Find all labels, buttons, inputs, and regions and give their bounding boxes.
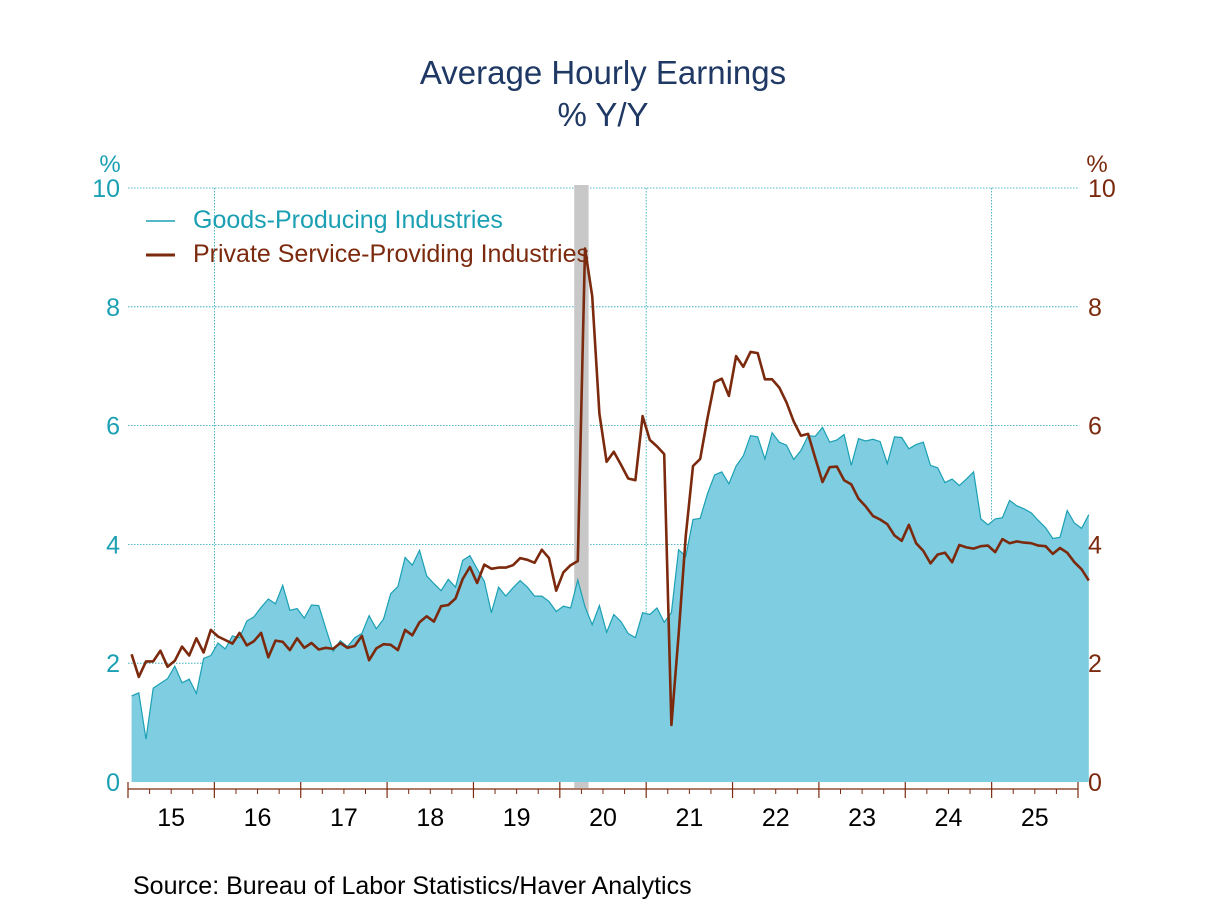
x-tick-label: 16	[244, 804, 272, 832]
left-tick-label: 2	[106, 650, 120, 678]
service-providing-line	[130, 247, 1090, 727]
left-tick-label: 8	[106, 294, 120, 322]
x-tick-label: 23	[848, 804, 876, 832]
goods-producing-area	[131, 427, 1089, 782]
x-tick-label: 18	[416, 804, 444, 832]
x-tick-label: 15	[157, 804, 185, 832]
left-tick-label: 4	[106, 531, 120, 559]
source-note: Source: Bureau of Labor Statistics/Haver…	[133, 872, 692, 900]
right-axis-unit-label: %	[1086, 151, 1107, 178]
x-tick-label: 21	[675, 804, 703, 832]
left-tick-label: 10	[92, 175, 120, 203]
x-tick-label: 24	[935, 804, 963, 832]
chart-subtitle: % Y/Y	[557, 96, 648, 133]
legend-label-goods: Goods-Producing Industries	[193, 206, 503, 234]
right-tick-label: 8	[1088, 294, 1102, 322]
left-tick-label: 6	[106, 413, 120, 441]
left-tick-label: 0	[106, 769, 120, 797]
right-tick-label: 0	[1088, 769, 1102, 797]
left-axis-unit-label: %	[99, 151, 120, 178]
x-tick-label: 19	[503, 804, 531, 832]
legend-label-services: Private Service-Providing Industries	[193, 240, 589, 268]
chart-title: Average Hourly Earnings	[420, 54, 786, 91]
x-tick-label: 22	[762, 804, 790, 832]
right-tick-label: 6	[1088, 413, 1102, 441]
goods-producing-line	[131, 426, 1090, 740]
x-tick-label: 25	[1021, 804, 1049, 832]
right-tick-label: 10	[1088, 175, 1116, 203]
x-tick-label: 17	[330, 804, 358, 832]
right-tick-label: 4	[1088, 531, 1102, 559]
legend: Goods-Producing Industries Private Servi…	[146, 206, 589, 268]
x-tick-label: 20	[589, 804, 617, 832]
right-tick-label: 2	[1088, 650, 1102, 678]
series-group	[130, 247, 1090, 782]
